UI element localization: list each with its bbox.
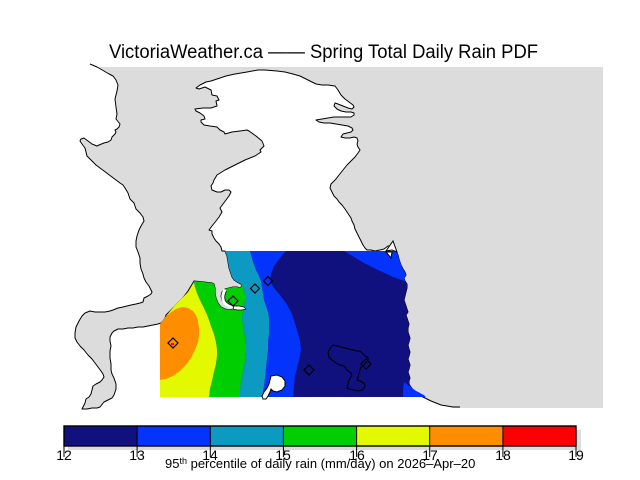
svg-text:95th percentile of daily rain: 95th percentile of daily rain (mm/day) o…	[165, 456, 475, 471]
svg-text:15: 15	[275, 447, 291, 463]
svg-text:VictoriaWeather.ca —— Spring T: VictoriaWeather.ca —— Spring Total Daily…	[109, 42, 538, 63]
svg-text:17: 17	[422, 447, 438, 463]
svg-text:18: 18	[495, 447, 511, 463]
svg-text:16: 16	[349, 447, 365, 463]
svg-text:12: 12	[56, 447, 72, 463]
svg-text:19: 19	[568, 447, 584, 463]
svg-text:13: 13	[129, 447, 145, 463]
svg-text:14: 14	[202, 447, 218, 463]
